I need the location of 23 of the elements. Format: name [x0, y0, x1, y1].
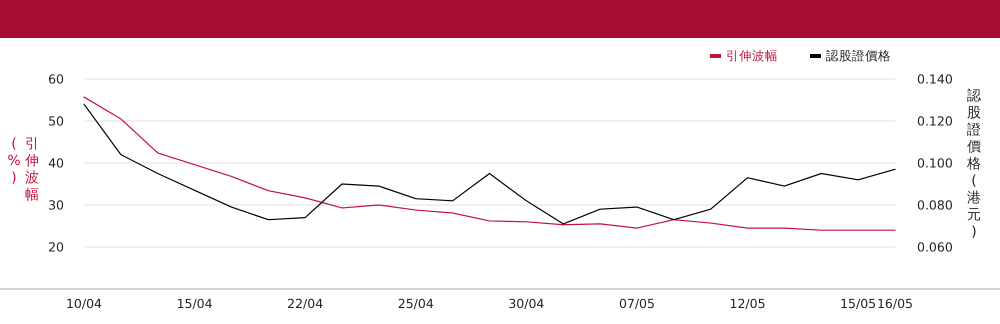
x-tick-label: 22/04	[287, 296, 324, 311]
y-tick-label: 40	[48, 156, 64, 170]
y2-tick-label: 0.120	[917, 114, 953, 128]
y-tick-label: 30	[48, 198, 64, 212]
y-tick-label: 20	[48, 240, 64, 254]
x-tick-label: 10/04	[66, 296, 102, 311]
y2-axis-title: 認股證價格(港元)	[967, 88, 981, 240]
y2-tick-label: 0.100	[917, 156, 953, 170]
y-tick-label: 50	[48, 114, 64, 128]
y2-tick-label: 0.060	[917, 240, 953, 254]
x-tick-label: 15/04	[176, 296, 213, 311]
y-tick-label: 60	[48, 72, 64, 86]
legend-label: 認股證價格	[826, 48, 891, 63]
x-tick-label: 15/05	[840, 296, 876, 311]
y2-tick-label: 0.080	[917, 198, 953, 212]
legend-label: 引伸波幅	[726, 48, 778, 63]
x-tick-label: 25/04	[398, 296, 434, 311]
y-axis-title: 引伸波幅(%)	[7, 136, 39, 203]
x-tick-label: 07/05	[618, 296, 655, 311]
x-tick-label: 12/05	[730, 296, 766, 311]
x-tick-label: 16/05	[876, 296, 914, 311]
x-tick-label: 30/04	[508, 296, 544, 311]
y2-tick-label: 0.140	[917, 72, 953, 86]
